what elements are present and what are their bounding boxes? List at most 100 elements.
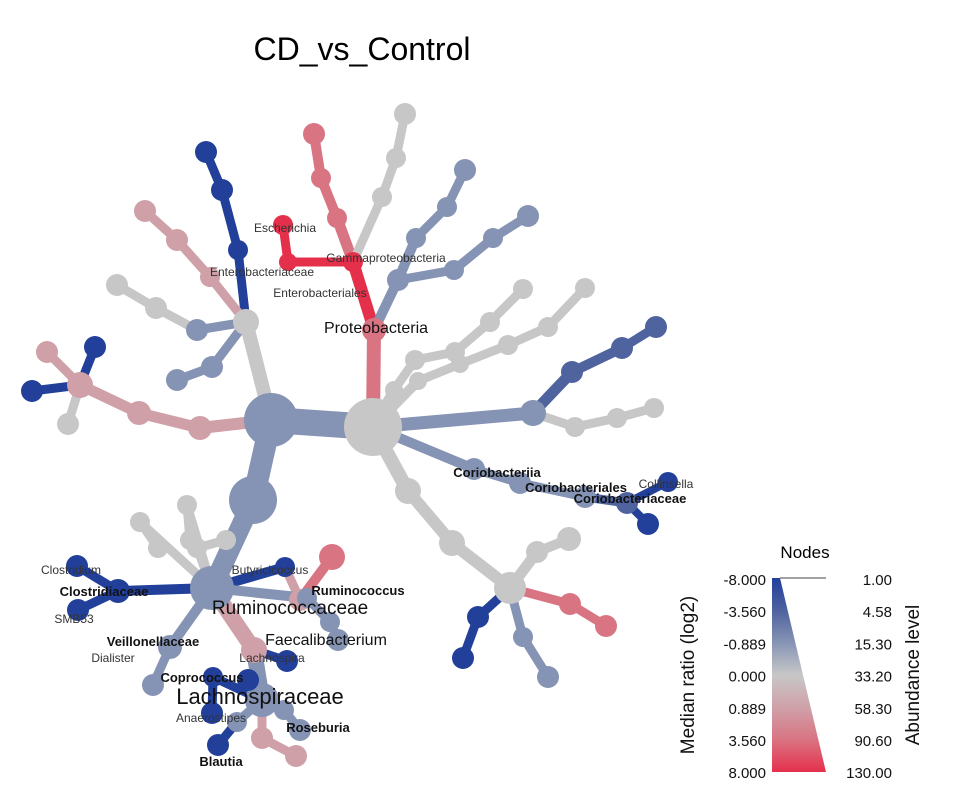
tree-edge [348, 192, 387, 267]
tree-node [509, 472, 531, 494]
tree-node [303, 123, 325, 145]
tree-node [451, 355, 469, 373]
tree-nodes [21, 103, 678, 767]
tree-node [537, 666, 559, 688]
tree-node [166, 369, 188, 391]
tree-node [467, 606, 489, 628]
tree-node [207, 734, 229, 756]
label-roseburia: Roseburia [286, 720, 350, 735]
tree-node [211, 179, 233, 201]
tree-node [311, 168, 331, 188]
tree-node [200, 267, 220, 287]
tree-node [575, 278, 595, 298]
tree-node [611, 337, 633, 359]
tree-node [385, 381, 403, 399]
label-lachnospira: Lachnospira [239, 651, 305, 665]
legend-right-tick: 90.60 [854, 733, 892, 750]
tree-node [439, 530, 465, 556]
tree-node [245, 683, 279, 717]
tree-node [251, 727, 273, 749]
tree-node [494, 572, 526, 604]
legend-left-tick: 0.889 [728, 701, 766, 718]
tree-node [67, 599, 89, 621]
tree-node [274, 700, 294, 720]
tree-node [142, 674, 164, 696]
tree-node [557, 527, 581, 551]
label-veillonellaceae: Veillonellaceae [107, 634, 200, 649]
label-clostridiaceae: Clostridiaceae [60, 584, 149, 599]
chart-title: CD_vs_Control [254, 31, 471, 67]
tree-node [190, 566, 234, 610]
legend-right-ticks: 1.00 4.58 15.30 33.20 58.30 90.60 130.00 [846, 572, 892, 782]
tree-node [658, 472, 678, 492]
legend-right-tick: 33.20 [854, 669, 892, 686]
legend-right-tick: 1.00 [863, 572, 892, 589]
tree-node [405, 350, 425, 370]
tree-node [386, 148, 406, 168]
tree-node [444, 260, 464, 280]
tree-node [134, 200, 156, 222]
tree-node [201, 702, 223, 724]
tree-node [574, 486, 596, 508]
tree-node [637, 513, 659, 535]
tree-node [513, 627, 533, 647]
tree-node [538, 317, 558, 337]
tree-node [241, 637, 267, 663]
legend-right-tick: 4.58 [863, 604, 892, 621]
label-ruminococcus: Ruminococcus [311, 583, 404, 598]
tree-node [36, 341, 58, 363]
tree-node [565, 417, 585, 437]
legend-right-axis: Abundance level [903, 605, 924, 746]
legend-right-tick: 15.30 [854, 636, 892, 653]
label-enterobacteriales: Enterobacteriales [273, 286, 366, 300]
tree-node [127, 401, 151, 425]
tree-node [201, 356, 223, 378]
tree-node [644, 398, 664, 418]
tree-node [616, 492, 638, 514]
legend-left-tick: 0.000 [728, 669, 766, 686]
tree-node [409, 372, 427, 390]
tree-node [480, 312, 500, 332]
tree-node [395, 478, 421, 504]
legend-left-ticks: -8.000 -3.560 -0.889 0.000 0.889 3.560 8.000 [723, 572, 766, 782]
label-faecalibacterium: Faecalibacterium [265, 632, 387, 649]
label-escherichia: Escherichia [254, 221, 316, 235]
tree-node [21, 380, 43, 402]
label-anaerostipes: Anaerostipes [176, 711, 246, 725]
tree-node [203, 667, 223, 687]
tree-node [319, 544, 345, 570]
tree-node [67, 372, 93, 398]
legend-left-tick: 8.000 [728, 765, 766, 782]
tree-node [320, 612, 340, 632]
tree-node [148, 538, 168, 558]
tree-node [595, 615, 617, 637]
label-clostridium: Clostridium [41, 563, 101, 577]
label-dialister: Dialister [91, 651, 134, 665]
tree-node [561, 361, 583, 383]
label-ruminococcaceae: Ruminococcaceae [212, 598, 368, 619]
legend-left-axis: Median ratio (log2) [678, 596, 699, 754]
label-coprococcus: Coprococcus [160, 670, 243, 685]
legend-left-tick: 3.560 [728, 733, 766, 750]
tree-node [327, 629, 349, 651]
tree-node [517, 205, 539, 227]
tree-node [498, 335, 518, 355]
label-proteobacteria: Proteobacteria [324, 320, 428, 337]
label-gammaproteobacteria: Gammaproteobacteria [326, 251, 446, 265]
label-smb53: SMB53 [54, 612, 94, 626]
tree-node [279, 253, 297, 271]
legend-left-tick: -8.000 [723, 572, 766, 589]
tree-node [327, 208, 347, 228]
legend-left-tick: -0.889 [723, 636, 766, 653]
tree-node [229, 476, 277, 524]
tree-node [526, 541, 548, 563]
legend-left-tick: -3.560 [723, 604, 766, 621]
tree-node [387, 269, 409, 291]
tree-node [513, 279, 533, 299]
tree-node [227, 712, 247, 732]
tree-node [275, 557, 295, 577]
tree-node [343, 252, 363, 272]
tree-node [406, 228, 426, 248]
tree-node [188, 416, 212, 440]
